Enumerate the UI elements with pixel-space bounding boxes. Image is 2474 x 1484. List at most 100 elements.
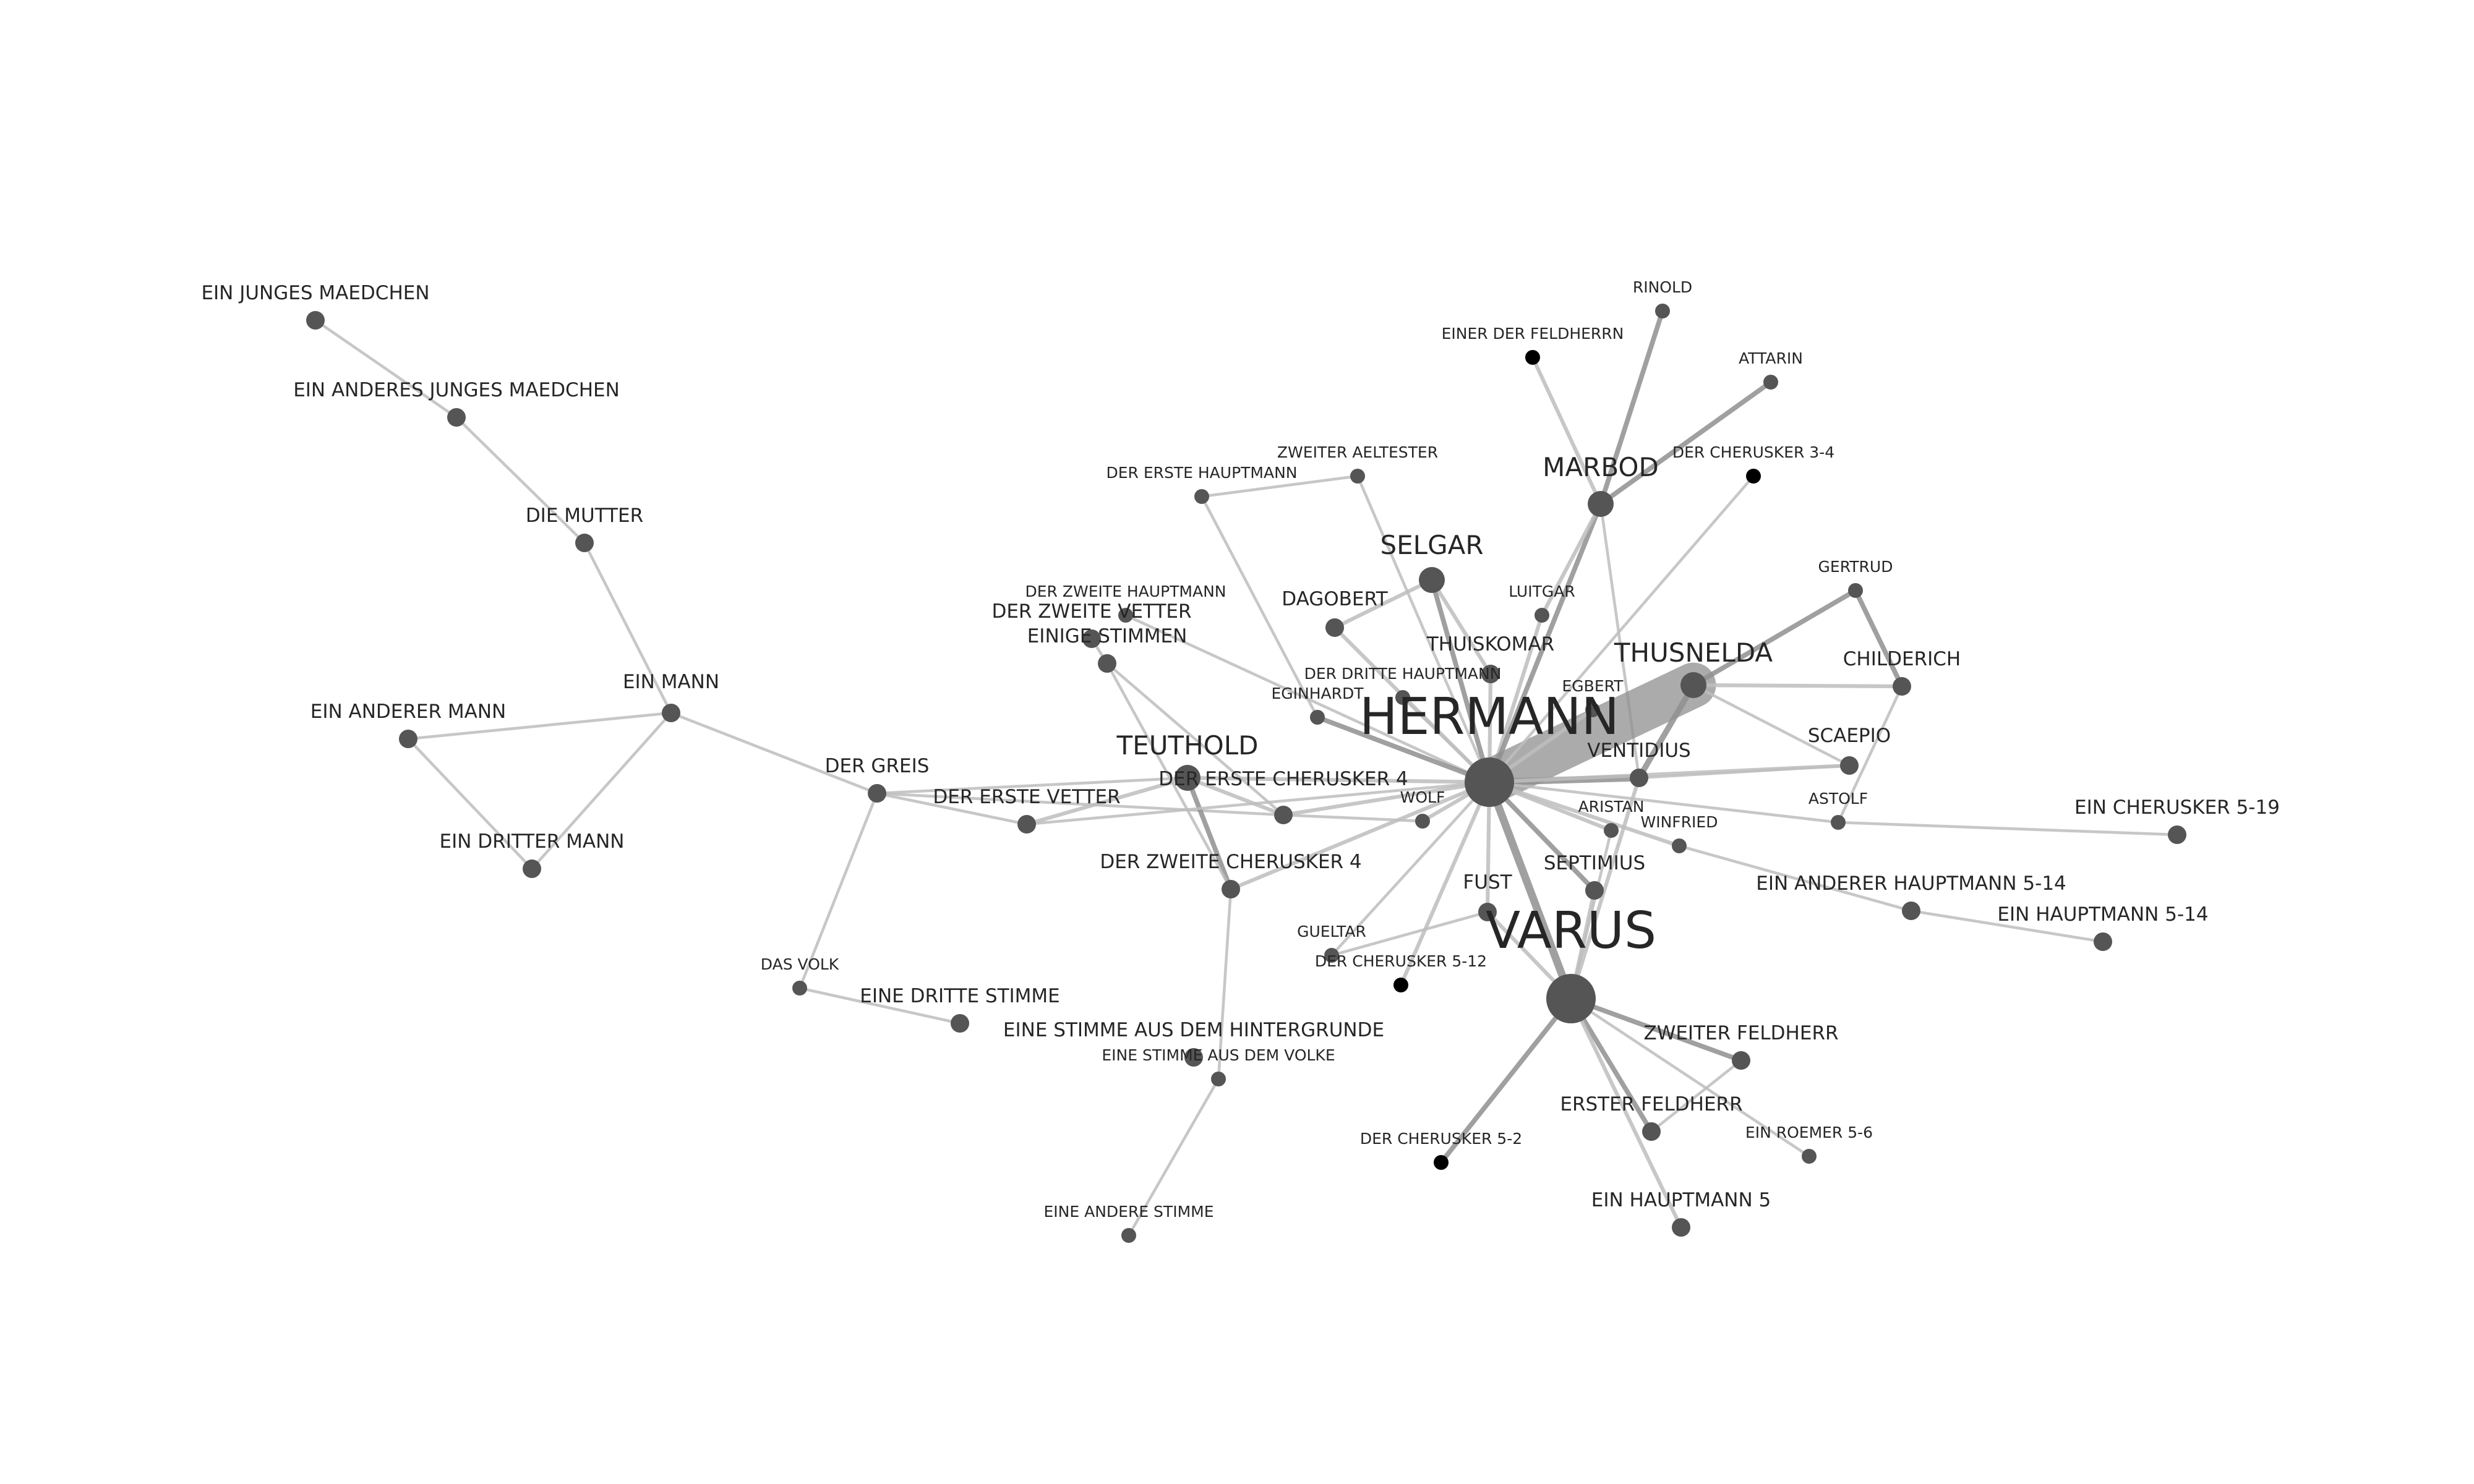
edge-ein_mann-ein_anderer_mann <box>406 711 673 741</box>
edge-eine_stimme_aus_dem_volke-eine_andere_stimme <box>1127 1077 1220 1237</box>
node-label-rinold: RINOLD <box>1633 278 1692 296</box>
edge-der_erste_hauptmann-eginhardt <box>1200 495 1319 719</box>
node-label-gueltar: GUELTAR <box>1297 923 1366 940</box>
node-label-der_cherusker_5_2: DER CHERUSKER 5-2 <box>1360 1130 1522 1148</box>
node-label-fust: FUST <box>1463 871 1512 893</box>
node-ein_hauptmann_5[interactable] <box>1672 1218 1690 1237</box>
node-eine_dritte_stimme[interactable] <box>951 1014 969 1033</box>
node-der_zweite_hauptmann[interactable] <box>1118 608 1133 623</box>
node-label-teuthold: TEUTHOLD <box>1116 730 1259 761</box>
node-marbod[interactable] <box>1588 491 1614 517</box>
node-thusnelda[interactable] <box>1680 672 1706 698</box>
node-eine_andere_stimme[interactable] <box>1121 1228 1136 1243</box>
node-ein_anderes_junges_maedchen[interactable] <box>447 408 466 427</box>
node-ein_cherusker_5_19[interactable] <box>2168 825 2186 844</box>
node-der_greis[interactable] <box>868 784 886 803</box>
node-ein_dritter_mann[interactable] <box>523 859 541 878</box>
node-der_cherusker_5_2[interactable] <box>1434 1155 1449 1170</box>
node-label-der_cherusker_5_12: DER CHERUSKER 5-12 <box>1315 952 1487 970</box>
node-der_erste_cherusker_4[interactable] <box>1274 806 1293 824</box>
node-winfried[interactable] <box>1672 838 1687 853</box>
node-fust[interactable] <box>1478 903 1497 921</box>
node-ein_anderer_hauptmann_5_14[interactable] <box>1902 902 1920 920</box>
node-einer_der_feldherrn[interactable] <box>1525 350 1540 365</box>
node-astolf[interactable] <box>1831 815 1846 830</box>
node-aristan[interactable] <box>1604 823 1619 838</box>
node-gertrud[interactable] <box>1848 583 1863 598</box>
edge-der_greis-das_volk <box>798 791 879 990</box>
node-label-astolf: ASTOLF <box>1808 790 1868 808</box>
edge-thusnelda-ventidius <box>1636 682 1697 781</box>
node-ein_mann[interactable] <box>662 704 680 722</box>
node-der_cherusker_3_4[interactable] <box>1746 469 1761 484</box>
node-scaepio[interactable] <box>1840 756 1859 775</box>
node-das_volk[interactable] <box>792 981 807 996</box>
node-label-ein_mann: EIN MANN <box>623 671 719 693</box>
edge-varus-erster_feldherr <box>1569 996 1654 1134</box>
node-ventidius[interactable] <box>1630 769 1648 787</box>
node-egbert[interactable] <box>1585 702 1600 717</box>
node-label-der_greis: DER GREIS <box>825 755 930 777</box>
node-selgar[interactable] <box>1419 567 1445 593</box>
node-label-childerich: CHILDERICH <box>1843 648 1961 670</box>
node-label-der_cherusker_3_4: DER CHERUSKER 3-4 <box>1672 443 1834 461</box>
node-einige_stimmen[interactable] <box>1098 654 1116 673</box>
edge-childerich-astolf <box>1836 684 1904 824</box>
edge-varus-der_cherusker_5_2 <box>1439 996 1573 1165</box>
node-zweiter_aeltester[interactable] <box>1350 469 1365 484</box>
edge-der_zweite_cherusker_4-eine_stimme_aus_dem_volke <box>1217 887 1233 1081</box>
edge-dagobert-hermann <box>1332 625 1492 785</box>
node-label-zweiter_feldherr: ZWEITER FELDHERR <box>1643 1022 1838 1044</box>
edge-ventidius-scaepio <box>1637 764 1851 780</box>
edge-erster_feldherr-zweiter_feldherr <box>1650 1059 1743 1133</box>
node-der_zweite_vetter[interactable] <box>1082 629 1101 648</box>
node-gueltar[interactable] <box>1324 948 1339 963</box>
node-eine_stimme_aus_dem_volke[interactable] <box>1211 1072 1226 1086</box>
node-hermann[interactable] <box>1465 757 1514 807</box>
node-thuiskomar[interactable] <box>1481 665 1500 683</box>
edge-childerich-gertrud <box>1853 588 1904 689</box>
edge-marbod-rinold <box>1598 309 1665 506</box>
node-der_erste_hauptmann[interactable] <box>1194 489 1209 504</box>
node-ein_roemer_5_6[interactable] <box>1802 1149 1817 1164</box>
node-varus[interactable] <box>1546 974 1596 1023</box>
node-erster_feldherr[interactable] <box>1642 1122 1661 1141</box>
node-der_dritte_hauptmann[interactable] <box>1395 690 1410 705</box>
node-dagobert[interactable] <box>1325 618 1344 637</box>
node-ein_hauptmann_5_14[interactable] <box>2094 932 2112 951</box>
node-ein_anderer_mann[interactable] <box>399 730 417 748</box>
edge-thusnelda-scaepio <box>1692 683 1851 767</box>
node-ein_junges_maedchen[interactable] <box>306 311 325 330</box>
node-der_erste_vetter[interactable] <box>1017 815 1036 834</box>
nodes-layer <box>306 304 2186 1243</box>
node-label-ein_hauptmann_5_14: EIN HAUPTMANN 5-14 <box>1997 903 2208 926</box>
edge-das_volk-eine_dritte_stimme <box>798 986 962 1025</box>
edge-thusnelda-gertrud <box>1691 588 1858 688</box>
node-rinold[interactable] <box>1655 304 1670 318</box>
edge-ein_anderes_junges_maedchen-die_mutter <box>455 416 586 545</box>
node-luitgar[interactable] <box>1534 608 1549 623</box>
node-der_zweite_cherusker_4[interactable] <box>1222 880 1240 898</box>
node-label-varus: VARUS <box>1486 902 1656 960</box>
node-label-ventidius: VENTIDIUS <box>1587 740 1690 762</box>
node-zweiter_feldherr[interactable] <box>1732 1051 1750 1070</box>
edge-ventidius-varus <box>1569 775 1641 1001</box>
node-wolf[interactable] <box>1415 814 1430 829</box>
node-die_mutter[interactable] <box>575 534 594 552</box>
node-label-gertrud: GERTRUD <box>1818 558 1893 576</box>
edge-hermann-astolf <box>1487 780 1840 824</box>
node-teuthold[interactable] <box>1175 765 1201 791</box>
edge-varus-ein_hauptmann_5 <box>1569 996 1684 1230</box>
node-label-attarin: ATTARIN <box>1739 349 1803 367</box>
node-attarin[interactable] <box>1763 375 1778 390</box>
node-childerich[interactable] <box>1893 677 1911 696</box>
node-eginhardt[interactable] <box>1310 710 1325 725</box>
node-label-der_erste_hauptmann: DER ERSTE HAUPTMANN <box>1106 464 1297 482</box>
node-septimius[interactable] <box>1585 881 1604 900</box>
node-label-ein_anderes_junges_maedchen: EIN ANDERES JUNGES MAEDCHEN <box>293 379 620 401</box>
node-label-thusnelda: THUSNELDA <box>1614 638 1773 668</box>
node-eine_stimme_aus_dem_hintergrunde[interactable] <box>1184 1048 1203 1067</box>
node-der_cherusker_5_12[interactable] <box>1393 978 1408 992</box>
node-label-egbert: EGBERT <box>1562 677 1624 695</box>
